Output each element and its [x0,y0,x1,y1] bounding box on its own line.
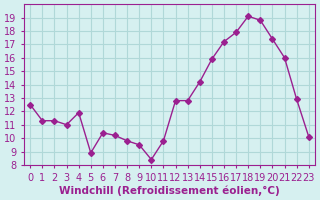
X-axis label: Windchill (Refroidissement éolien,°C): Windchill (Refroidissement éolien,°C) [59,185,280,196]
